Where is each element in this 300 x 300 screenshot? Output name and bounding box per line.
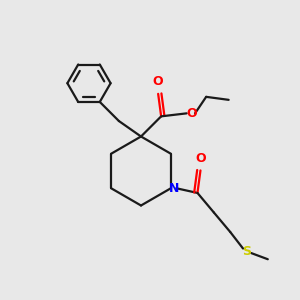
Text: N: N bbox=[169, 182, 180, 195]
Text: O: O bbox=[153, 75, 164, 88]
Text: O: O bbox=[187, 107, 197, 120]
Text: S: S bbox=[242, 245, 251, 258]
Text: O: O bbox=[195, 152, 206, 165]
